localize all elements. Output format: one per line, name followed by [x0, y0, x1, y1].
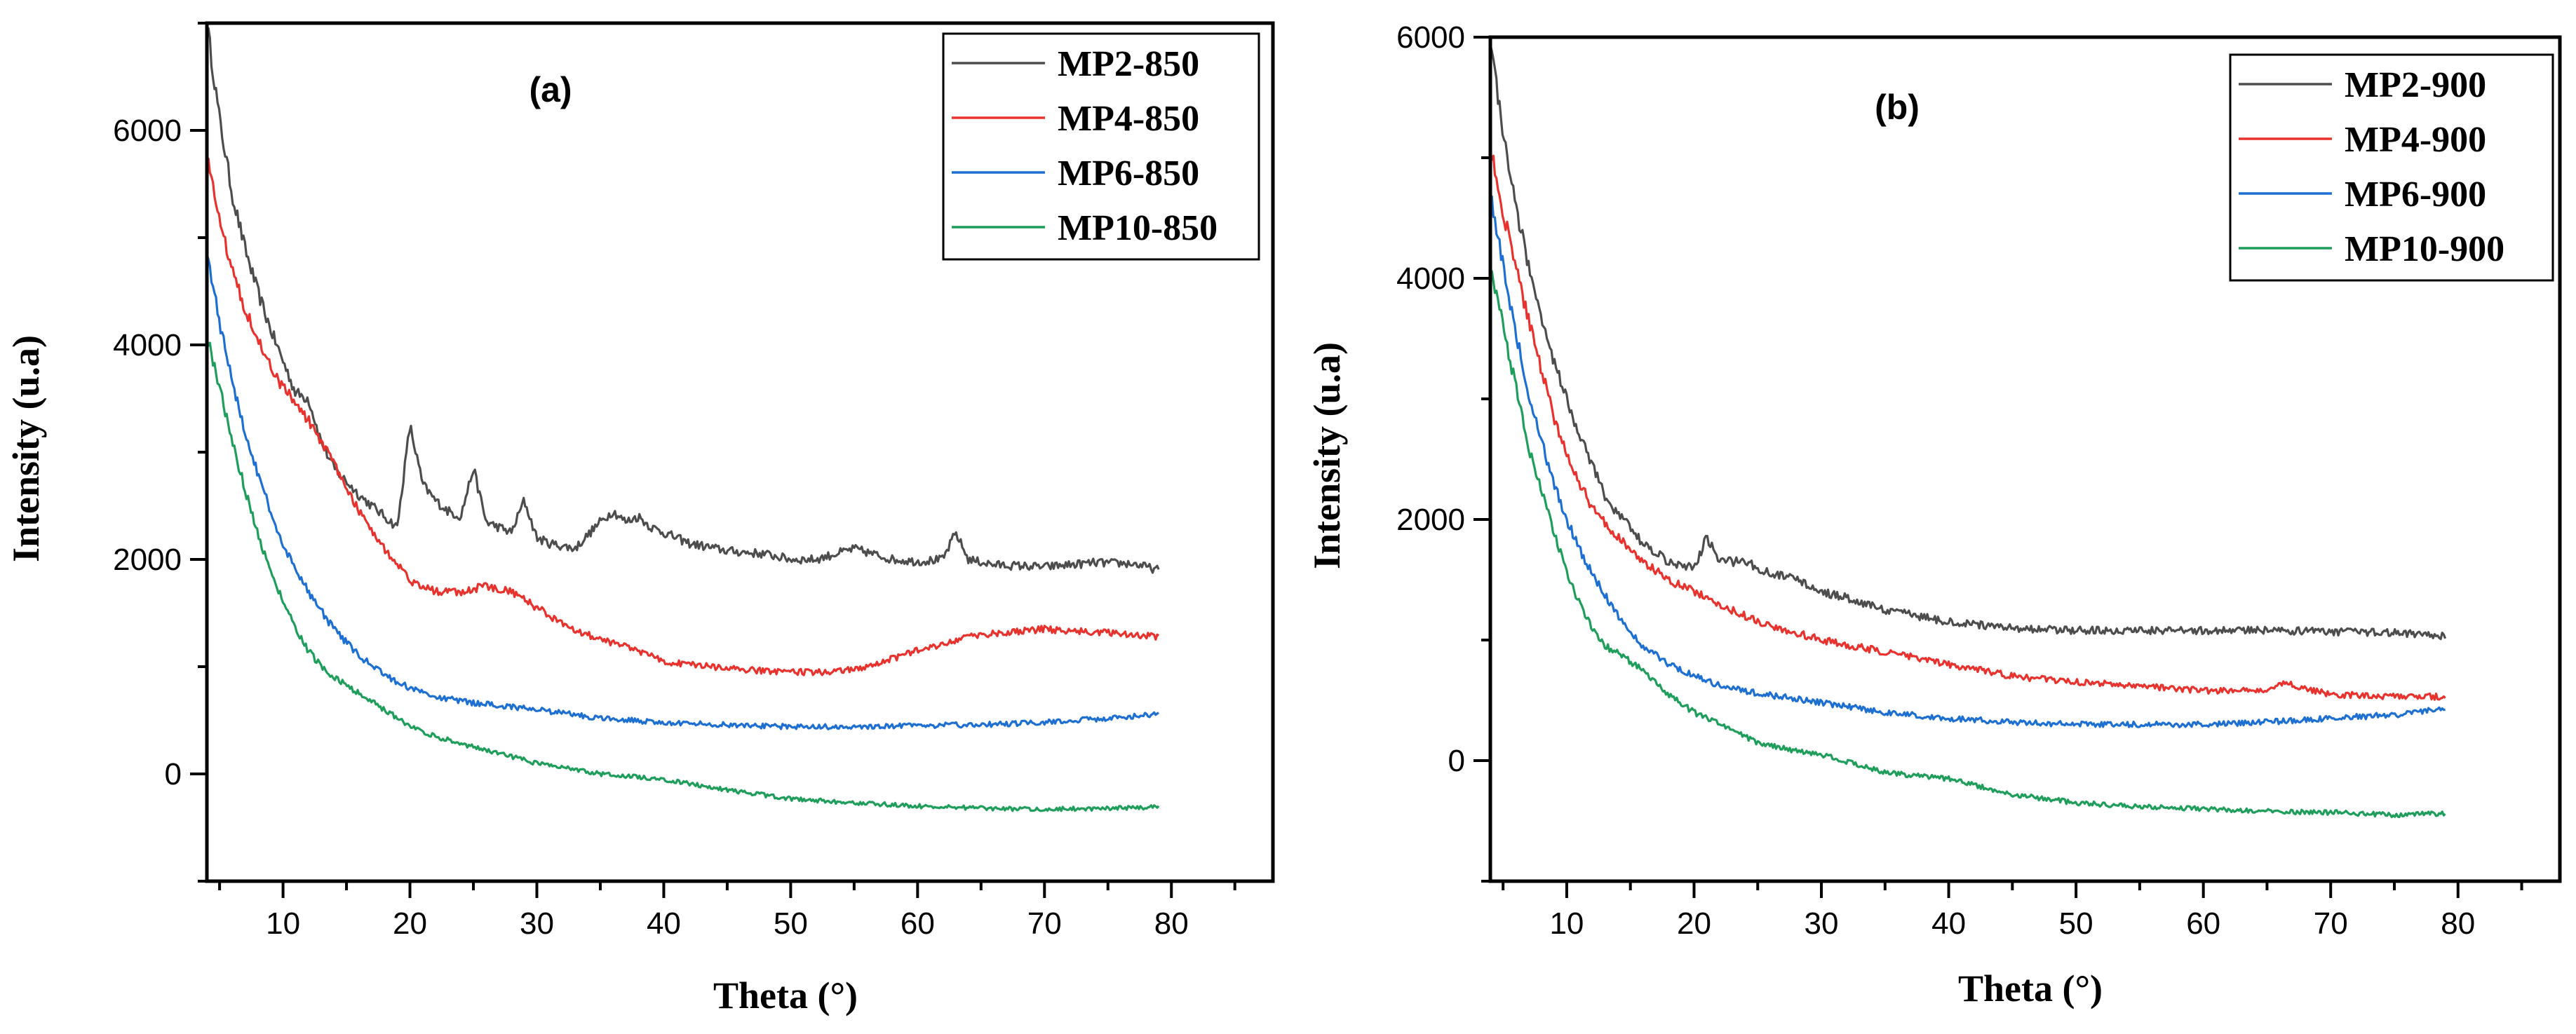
y-axis-title: Intensity (u.a)	[1306, 342, 1348, 569]
y-tick-label: 6000	[1396, 20, 1465, 55]
x-axis-title: Theta (°)	[1958, 967, 2103, 1009]
x-tick-label: 70	[1027, 906, 1062, 941]
legend-label: MP4-850	[1058, 99, 1199, 139]
y-tick-label: 4000	[113, 328, 182, 362]
panel-label: (b)	[1875, 88, 1920, 127]
legend-label: MP2-850	[1058, 44, 1199, 84]
y-tick-label: 2000	[1396, 503, 1465, 537]
x-tick-label: 80	[1154, 906, 1189, 941]
series-line-mp6-850	[207, 254, 1159, 730]
legend-label: MP4-900	[2345, 120, 2486, 160]
y-tick-label: 4000	[1396, 261, 1465, 296]
x-tick-label: 50	[2059, 906, 2093, 941]
legend-box	[2229, 53, 2554, 282]
legend-box	[942, 32, 1260, 261]
x-tick-label: 40	[647, 906, 681, 941]
y-tick-label: 0	[1448, 744, 1465, 778]
legend-label: MP6-900	[2345, 175, 2486, 215]
series-line-mp2-900	[1490, 44, 2447, 641]
y-tick-label: 2000	[113, 543, 182, 577]
x-tick-label: 20	[393, 906, 427, 941]
legend: MP2-900 MP4-900 MP6-900 MP10-900	[2229, 53, 2554, 282]
panel-label: (a)	[529, 70, 572, 109]
y-tick-label: 6000	[113, 114, 182, 148]
series-lines	[1490, 44, 2447, 819]
x-tick-label: 40	[1931, 906, 1966, 941]
chart-panel-a: 10 20 30 40 50 60 70 80 0 2000 4000 6000 Theta (°) In…	[5, 21, 1275, 1016]
x-tick-label: 30	[1805, 906, 1839, 941]
legend-label: MP10-850	[1058, 208, 1218, 248]
series-line-mp4-900	[1490, 152, 2446, 701]
series-line-mp2-850	[207, 27, 1160, 574]
plot-frame	[1488, 35, 2562, 883]
x-tick-label: 80	[2441, 906, 2475, 941]
legend-label: MP10-900	[2345, 229, 2504, 269]
series-line-mp6-900	[1490, 195, 2446, 728]
y-axis-title: Intensity (u.a)	[5, 335, 47, 562]
series-line-mp4-850	[207, 157, 1159, 676]
series-lines	[207, 27, 1160, 812]
x-tick-label: 30	[520, 906, 554, 941]
chart-panel-b: 10 20 30 40 50 60 70 80 0 2000 4000 6000 Theta (°) In…	[1306, 20, 2562, 1009]
x-tick-label: 50	[774, 906, 808, 941]
series-line-mp10-900	[1490, 270, 2446, 819]
x-tick-label: 10	[1549, 906, 1584, 941]
legend-label: MP2-900	[2345, 65, 2486, 105]
x-tick-label: 60	[2186, 906, 2220, 941]
series-line-mp10-850	[207, 339, 1160, 812]
legend-label: MP6-850	[1058, 154, 1199, 193]
x-tick-label: 20	[1677, 906, 1711, 941]
x-tick-label: 70	[2314, 906, 2348, 941]
legend: MP2-850 MP4-850 MP6-850 MP10-850	[942, 32, 1260, 261]
x-tick-label: 10	[266, 906, 300, 941]
x-tick-label: 60	[901, 906, 935, 941]
x-axis-title: Theta (°)	[713, 974, 858, 1016]
y-tick-label: 0	[165, 757, 182, 791]
